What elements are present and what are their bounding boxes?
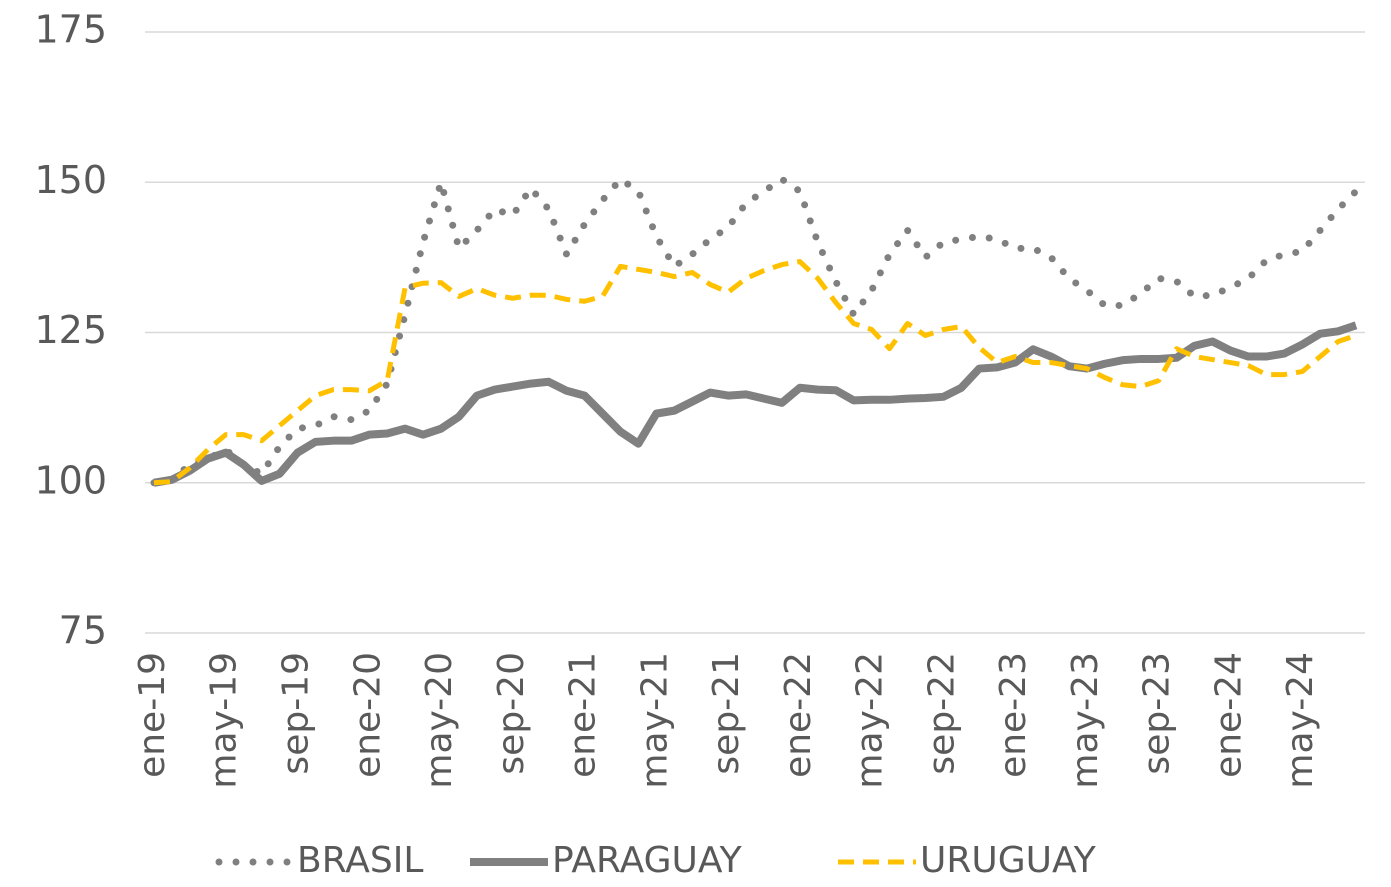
x-tick-label: may-24 (1280, 652, 1321, 789)
legend-label: BRASIL (297, 840, 423, 881)
legend-label: URUGUAY (920, 840, 1097, 881)
legend-label: PARAGUAY (552, 840, 743, 881)
x-tick-label: sep-20 (491, 652, 532, 775)
x-tick-label: sep-19 (276, 652, 317, 775)
y-tick-label: 100 (34, 458, 107, 502)
x-tick-label: may-22 (850, 652, 891, 789)
x-tick-label: ene-23 (993, 652, 1034, 778)
x-tick-label: sep-21 (706, 652, 747, 775)
x-tick-label: ene-20 (347, 652, 388, 778)
x-tick-label: sep-22 (921, 652, 962, 775)
series-line (153, 321, 1358, 487)
x-tick-label: ene-22 (778, 652, 819, 778)
x-tick-label: ene-24 (1208, 652, 1249, 778)
x-tick-label: sep-23 (1137, 652, 1178, 775)
y-tick-label: 125 (34, 308, 107, 352)
series-line (150, 175, 1360, 487)
y-tick-label: 150 (34, 158, 107, 202)
x-tick-label: ene-19 (132, 652, 173, 778)
series-line (153, 259, 1357, 486)
y-tick-label: 175 (34, 8, 107, 52)
x-tick-label: may-19 (204, 652, 245, 789)
y-tick-label: 75 (59, 609, 107, 653)
x-tick-label: may-21 (634, 652, 675, 789)
x-tick-label: may-23 (1065, 652, 1106, 789)
x-tick-label: ene-21 (563, 652, 604, 778)
x-tick-label: may-20 (419, 652, 460, 789)
